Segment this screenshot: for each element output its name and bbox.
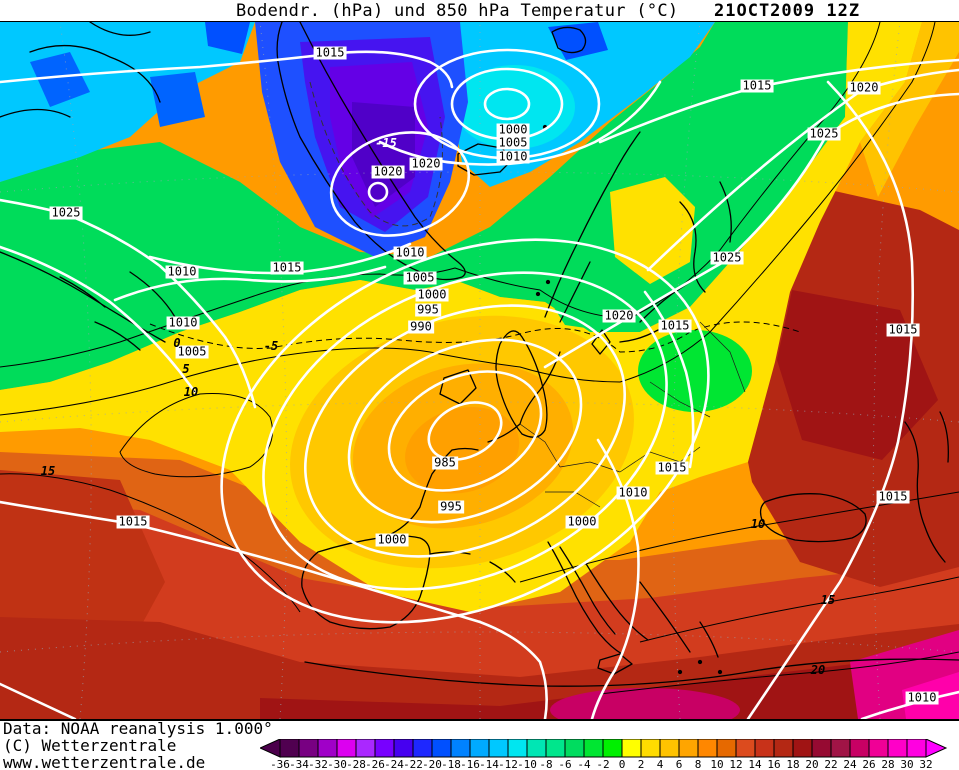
- graticule: [0, 22, 959, 719]
- colorbar-cell: [279, 738, 300, 758]
- colorbar-cell: [697, 738, 718, 758]
- colorbar-cell: [507, 738, 528, 758]
- colorbar-cell: [716, 738, 737, 758]
- colorbar-tick-label: -24: [384, 758, 404, 770]
- colorbar-cell: [792, 738, 813, 758]
- colorbar-tick-label: -8: [539, 758, 552, 770]
- colorbar-cell: [450, 738, 471, 758]
- colorbar-svg: -36 -34 -32 -30 -28 -26 -24 -22 -20 -18 -16 -14 -12-…: [258, 738, 948, 770]
- colorbar-tick-label: 16: [767, 758, 780, 770]
- colorbar-cell: [545, 738, 566, 758]
- colorbar-tick-label: -34: [289, 758, 309, 770]
- colorbar-tick-label: -4: [577, 758, 591, 770]
- chart-datetime: 21OCT2009 12Z: [714, 1, 861, 21]
- colorbar-cell: [317, 738, 338, 758]
- colorbar-tick-label: -18: [441, 758, 461, 770]
- colorbar-cell: [564, 738, 585, 758]
- colorbar-cell: [488, 738, 509, 758]
- colorbar-tick-label: -20: [422, 758, 442, 770]
- colorbar-cell: [469, 738, 490, 758]
- colorbar-left-arrow: [258, 738, 281, 758]
- colorbar-tick-label: 24: [843, 758, 857, 770]
- colorbar-cell: [412, 738, 433, 758]
- chart-title: Bodendr. (hPa) und 850 hPa Temperatur (°…: [236, 1, 679, 21]
- colorbar-cell: [754, 738, 775, 758]
- colorbar-cell: [811, 738, 832, 758]
- colorbar-tick-label: 14: [748, 758, 762, 770]
- colorbar-tick-label: -30: [327, 758, 347, 770]
- colorbar-tick-label: 26: [862, 758, 875, 770]
- colorbar-tick-label: 8: [695, 758, 702, 770]
- colorbar-tick-label: 2: [638, 758, 645, 770]
- colorbar-tick-label: -2: [596, 758, 609, 770]
- temperature-colorbar: -36 -34 -32 -30 -28 -26 -24 -22 -20 -18 -16 -14 -12-…: [258, 738, 952, 770]
- attribution-data-source: Data: NOAA reanalysis 1.000°: [3, 719, 273, 738]
- colorbar-cell: [659, 738, 680, 758]
- colorbar-tick-label: 12: [729, 758, 742, 770]
- colorbar-cell: [336, 738, 357, 758]
- colorbar-tick-label: 18: [786, 758, 799, 770]
- colorbar-right-arrow: [925, 738, 948, 758]
- colorbar-cell: [298, 738, 319, 758]
- colorbar-tick-label: -28: [346, 758, 366, 770]
- colorbar-cell: [640, 738, 661, 758]
- colorbar-tick-label: -14: [479, 758, 499, 770]
- colorbar-cell: [849, 738, 870, 758]
- colorbar-cell: [602, 738, 623, 758]
- colorbar-cell: [678, 738, 699, 758]
- colorbar-cell: [868, 738, 889, 758]
- colorbar-tick-label: -22: [403, 758, 423, 770]
- colorbar-tick-label: -6: [558, 758, 571, 770]
- colorbar-tick-label: 0: [619, 758, 626, 770]
- colorbar-cell: [773, 738, 794, 758]
- colorbar-tick-label: 6: [676, 758, 683, 770]
- colorbar-tick-label: 4: [657, 758, 664, 770]
- colorbar-cell: [583, 738, 604, 758]
- weather-map: [0, 22, 959, 719]
- colorbar-tick-label: 10: [710, 758, 723, 770]
- attribution-url: www.wetterzentrale.de: [3, 753, 206, 770]
- attribution-copyright: (C) Wetterzentrale: [3, 736, 177, 755]
- colorbar-tick-label: 20: [805, 758, 818, 770]
- colorbar-cell: [431, 738, 452, 758]
- colorbar-tick-label: -26: [365, 758, 385, 770]
- colorbar-cell: [735, 738, 756, 758]
- colorbar-cell: [887, 738, 908, 758]
- colorbar-cell: [355, 738, 376, 758]
- colorbar-cell: [526, 738, 547, 758]
- colorbar-tick-label: -10: [517, 758, 537, 770]
- colorbar-cell: [393, 738, 414, 758]
- colorbar-tick-label: -16: [460, 758, 480, 770]
- colorbar-tick-label: -36: [270, 758, 290, 770]
- coastlines: [0, 22, 959, 687]
- colorbar-cell: [621, 738, 642, 758]
- colorbar-tick-label: -32: [308, 758, 328, 770]
- colorbar-cell: [374, 738, 395, 758]
- colorbar-tick-label: 32: [919, 758, 932, 770]
- map-area: [0, 21, 959, 721]
- colorbar-tick-label: 28: [881, 758, 894, 770]
- colorbar-cell: [906, 738, 927, 758]
- colorbar-cell: [830, 738, 851, 758]
- colorbar-tick-label: -12: [498, 758, 518, 770]
- colorbar-tick-label: 22: [824, 758, 837, 770]
- title-bar: Bodendr. (hPa) und 850 hPa Temperatur (°…: [0, 0, 959, 21]
- colorbar-tick-label: 30: [900, 758, 913, 770]
